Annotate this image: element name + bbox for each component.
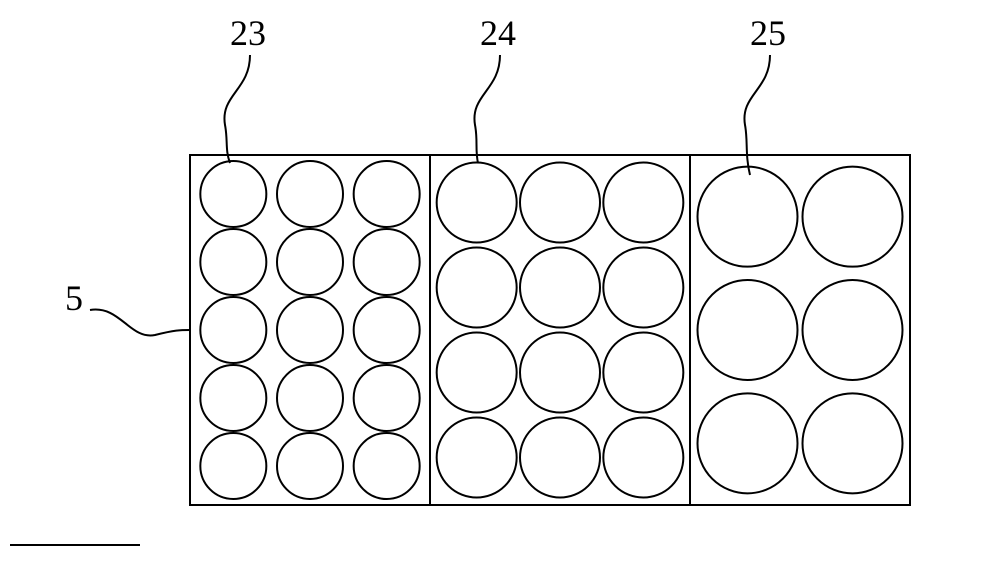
label-24: 24 bbox=[480, 13, 516, 53]
sec-23-circle bbox=[200, 229, 266, 295]
sec-23-circle bbox=[354, 297, 420, 363]
diagram-svg: 23 24 25 5 bbox=[0, 0, 1000, 566]
leader-5 bbox=[90, 310, 190, 336]
sec-23-circle bbox=[277, 365, 343, 431]
leader-24 bbox=[474, 55, 500, 163]
sec-24-circle bbox=[437, 418, 517, 498]
diagram-canvas: 23 24 25 5 bbox=[0, 0, 1000, 566]
sec-23-circle bbox=[200, 365, 266, 431]
sec-24-circle bbox=[603, 248, 683, 328]
sec-25-circle bbox=[803, 167, 903, 267]
sec-25-circle bbox=[803, 393, 903, 493]
sec-24-circle bbox=[603, 333, 683, 413]
label-25: 25 bbox=[750, 13, 786, 53]
sec-25-circle bbox=[803, 280, 903, 380]
sec-24-circle bbox=[520, 248, 600, 328]
sec-23-circle bbox=[277, 229, 343, 295]
sec-23-circle bbox=[277, 297, 343, 363]
sec-24-circle bbox=[437, 333, 517, 413]
label-5: 5 bbox=[65, 278, 83, 318]
leader-25 bbox=[744, 55, 770, 175]
sec-25-circle bbox=[698, 167, 798, 267]
sec-24-circle bbox=[437, 163, 517, 243]
sec-23-circle bbox=[200, 297, 266, 363]
sec-25-circle bbox=[698, 393, 798, 493]
sec-23-circle bbox=[200, 433, 266, 499]
sec-23-circle bbox=[354, 229, 420, 295]
sec-23-circle bbox=[354, 365, 420, 431]
label-23: 23 bbox=[230, 13, 266, 53]
leader-23 bbox=[224, 55, 250, 163]
sec-24-circle bbox=[520, 418, 600, 498]
sec-23-circle bbox=[354, 161, 420, 227]
sec-24-circle bbox=[520, 333, 600, 413]
sec-23-circle bbox=[354, 433, 420, 499]
sec-24-circle bbox=[520, 163, 600, 243]
sec-23-circle bbox=[200, 161, 266, 227]
sec-24-circle bbox=[603, 418, 683, 498]
sec-24-circle bbox=[437, 248, 517, 328]
sec-25-circle bbox=[698, 280, 798, 380]
sec-23-circle bbox=[277, 161, 343, 227]
sec-24-circle bbox=[603, 163, 683, 243]
sec-23-circle bbox=[277, 433, 343, 499]
